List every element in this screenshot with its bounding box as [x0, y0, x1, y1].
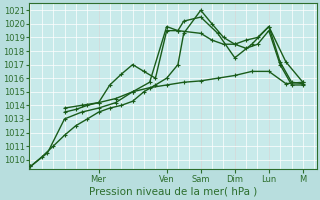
X-axis label: Pression niveau de la mer( hPa ): Pression niveau de la mer( hPa ): [89, 187, 257, 197]
